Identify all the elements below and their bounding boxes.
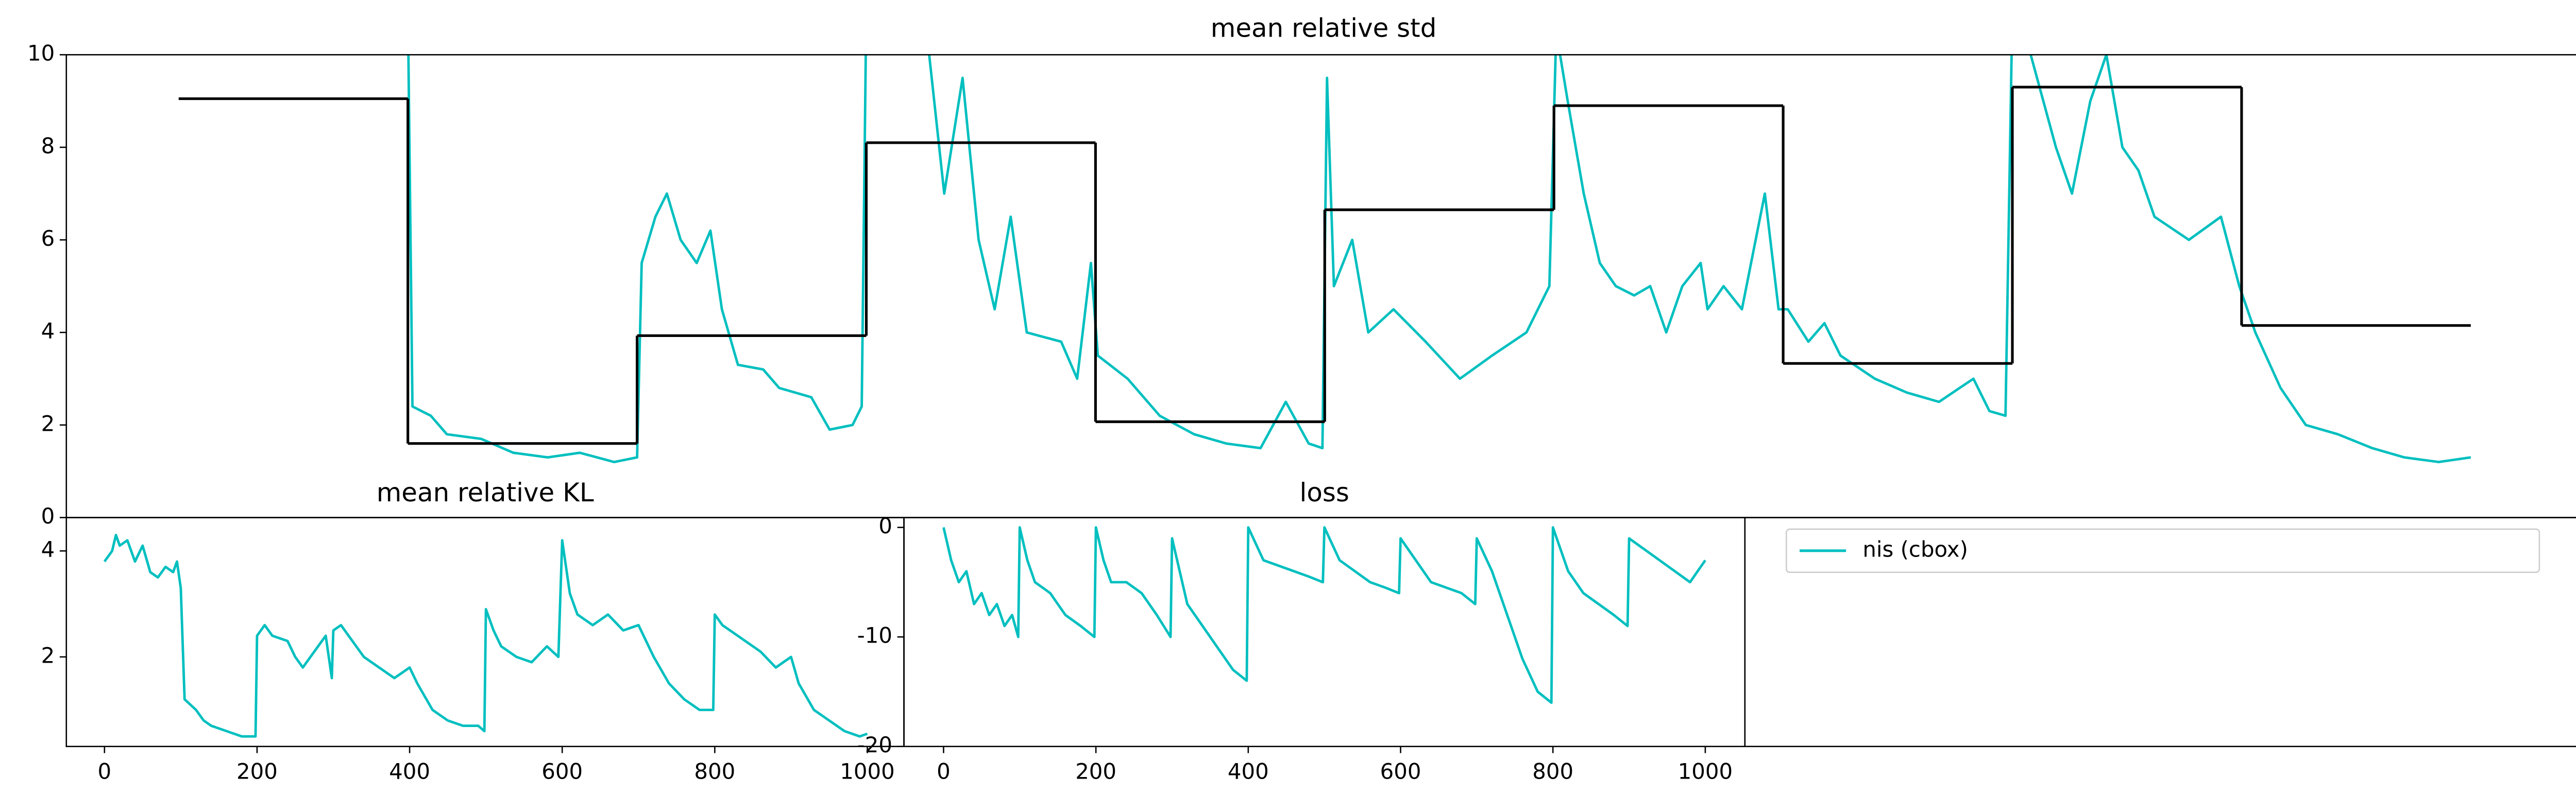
chart-title: mean relative KL <box>377 478 594 508</box>
y-tick-label: 2 <box>41 643 55 668</box>
data-line <box>407 55 2471 464</box>
y-tick-label: 4 <box>41 537 55 562</box>
y-tick-label: 6 <box>41 226 55 251</box>
x-tick-label: 0 <box>937 759 951 784</box>
y-tick-label: 0 <box>41 503 55 529</box>
y-tick-label: 10 <box>27 41 55 66</box>
x-tick-label: 0 <box>97 759 111 784</box>
legend-panel <box>1744 517 2576 747</box>
x-tick-label: 200 <box>1075 759 1116 784</box>
legend-label: nis (cbox) <box>1862 536 1968 562</box>
data-line <box>103 533 868 738</box>
y-tick-label: -20 <box>857 732 892 757</box>
x-tick-label: 400 <box>1228 759 1269 784</box>
chart-title: loss <box>1299 478 1349 508</box>
plot-area <box>103 533 868 738</box>
y-tick-label: 4 <box>41 318 55 344</box>
plot-area <box>178 55 2471 464</box>
x-tick-label: 800 <box>1532 759 1573 784</box>
y-tick-label: 8 <box>41 133 55 158</box>
x-tick-label: 200 <box>236 759 278 784</box>
x-tick-label: 1000 <box>1678 759 1733 784</box>
x-tick-label: 400 <box>389 759 430 784</box>
x-tick-label: 800 <box>694 759 735 784</box>
legend-box <box>1785 528 2540 573</box>
plot-area <box>942 526 1706 704</box>
data-line <box>942 526 1706 704</box>
chart-title: mean relative std <box>1211 13 1437 43</box>
x-tick-label: 600 <box>541 759 583 784</box>
y-tick-label: -10 <box>857 623 892 648</box>
x-tick-label: 600 <box>1380 759 1421 784</box>
x-tick-label: 1000 <box>840 759 895 784</box>
y-tick-label: 0 <box>878 513 892 538</box>
y-tick-label: 2 <box>41 411 55 436</box>
